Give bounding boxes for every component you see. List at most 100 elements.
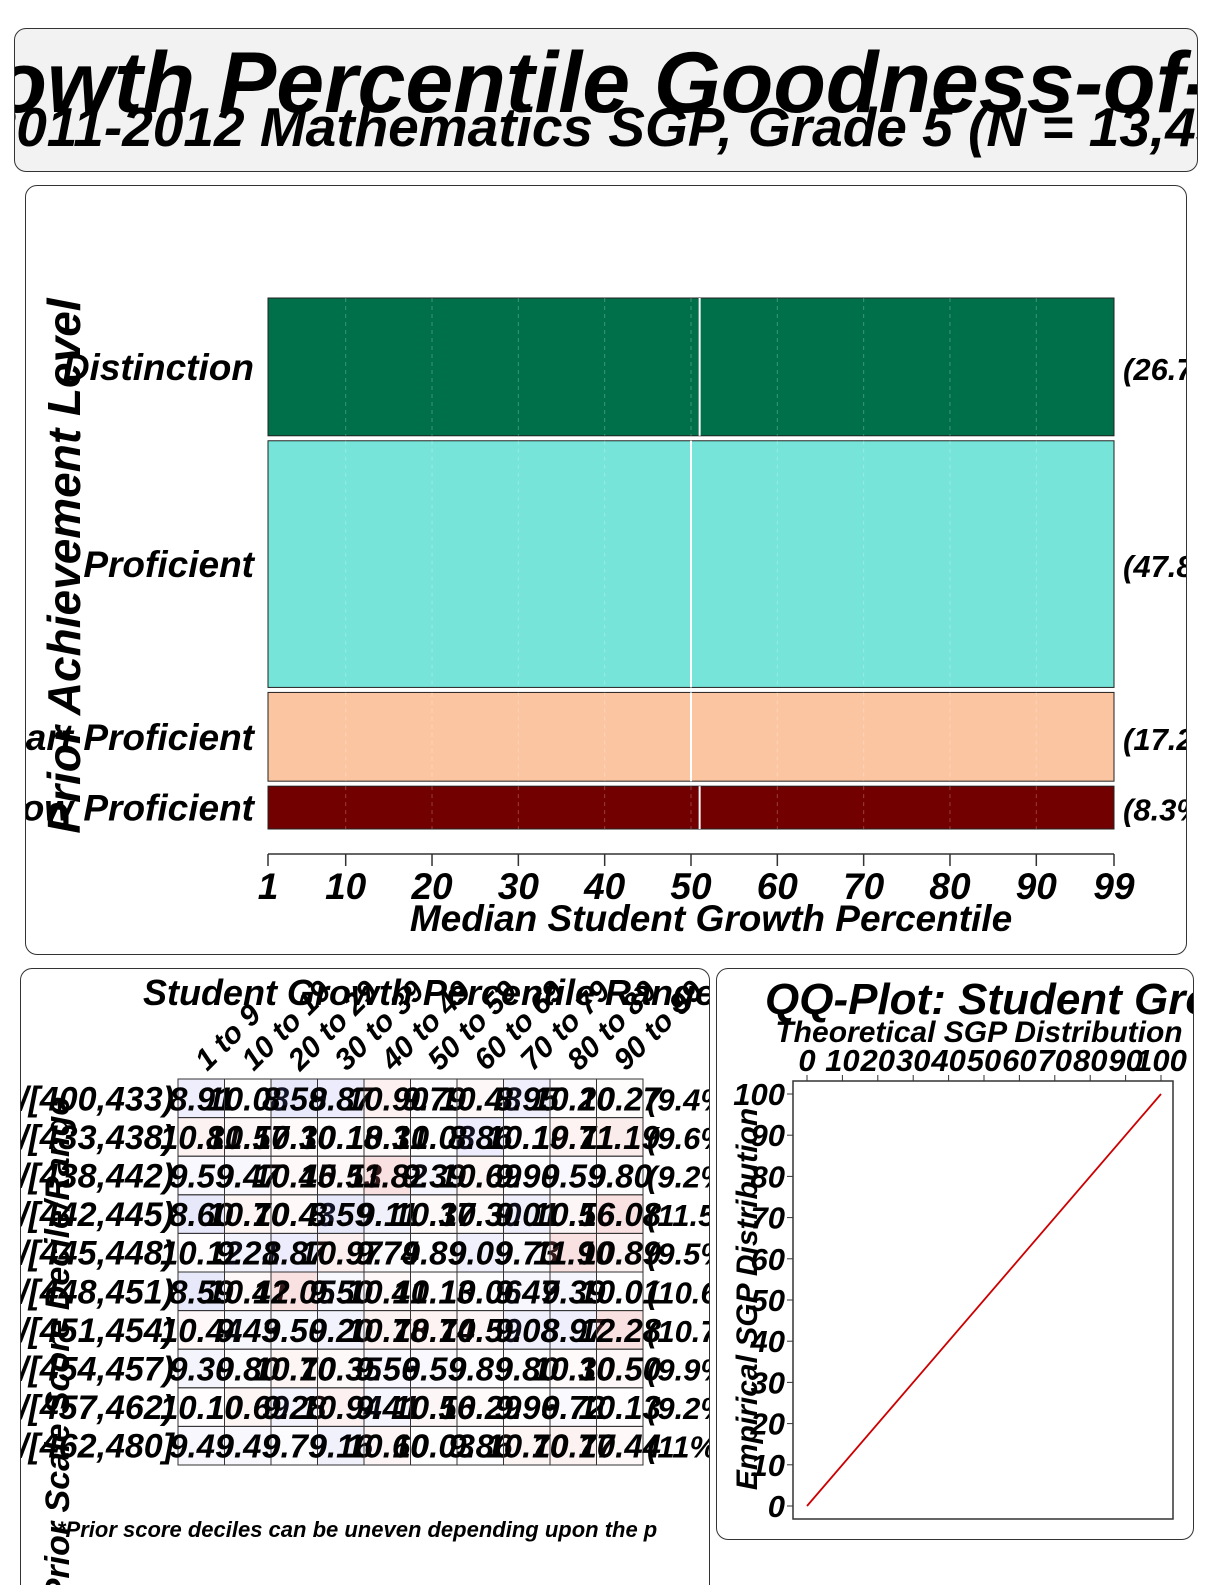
table-cell: [317, 1078, 365, 1119]
cell-value: 10.70: [485, 1428, 568, 1465]
cell-value: 9.79: [402, 1080, 467, 1117]
row-label: h/[457,462): [21, 1389, 174, 1427]
qq-x-tick-label: 10: [825, 1043, 859, 1078]
table-cell: [363, 1078, 411, 1119]
row-percent: (9.4%: [647, 1082, 709, 1117]
table-cell: [270, 1387, 318, 1427]
qq-x-tick-label: 50: [967, 1043, 1001, 1078]
qq-y-tick-label: 20: [750, 1407, 785, 1442]
cell-value: 10.89: [578, 1235, 661, 1272]
cell-value: 10.60: [346, 1428, 429, 1465]
cell-value: 8.59: [309, 1196, 374, 1233]
cell-value: 8.86: [448, 1119, 513, 1156]
cell-value: 10.44: [160, 1312, 243, 1349]
qq-y-tick-label: 40: [750, 1324, 785, 1359]
table-cell: [224, 1425, 272, 1466]
row-percent: (9.9%: [647, 1353, 709, 1388]
row-label: d/[438,442): [21, 1158, 174, 1196]
cell-value: 10.03: [392, 1428, 475, 1465]
cell-value: 10.56: [392, 1389, 475, 1426]
table-cell: [596, 1117, 644, 1157]
table-cell: [317, 1155, 365, 1196]
cell-value: 10.30: [253, 1119, 336, 1156]
qq-x-tick-label: 80: [1073, 1043, 1107, 1078]
cell-value: 9.21: [216, 1235, 280, 1272]
cell-value: 9.08: [495, 1312, 560, 1349]
row-percent: (9.6%: [647, 1121, 709, 1156]
cell-value: 10.59: [439, 1312, 522, 1349]
table-cell: [456, 1155, 504, 1196]
bar-chart-panel: Distinction (26.7% Proficient (47.8% Part Pr…: [25, 185, 1187, 955]
cell-value: 10.43: [253, 1196, 336, 1233]
cell-value: 8.59: [169, 1273, 234, 1310]
qq-x-tick-label: 70: [1038, 1043, 1072, 1078]
cell-value: 8.59: [262, 1080, 327, 1117]
table-panel: Student Growth Percentile Range 1 to 9 10 …: [20, 968, 710, 1585]
cell-value: 10.10: [160, 1389, 243, 1426]
cell-value: 10.81: [160, 1119, 243, 1156]
table-cell: [224, 1194, 272, 1234]
cell-value: 11.82: [347, 1158, 428, 1195]
cell-value: 9.11: [356, 1196, 418, 1233]
qq-y-tick-label: 30: [751, 1365, 785, 1400]
cell-value: 10.30: [439, 1196, 522, 1233]
qq-y-tick-label: 10: [751, 1448, 785, 1483]
qq-x-tick-label: 100: [1135, 1043, 1187, 1078]
row-label: h/[442,445): [21, 1196, 174, 1234]
cell-value: 10.69: [206, 1389, 289, 1426]
table-cell: [596, 1194, 644, 1234]
qq-y-tick-label: 90: [751, 1118, 785, 1153]
cell-value: 9.50: [262, 1312, 327, 1349]
row-percent: (9.5%: [647, 1237, 709, 1272]
level-pct-2: (17.2%: [1123, 722, 1186, 757]
row-percent: (9.2%: [647, 1391, 709, 1426]
qq-y-tick-label: 60: [751, 1242, 785, 1277]
cell-value: 10.31: [346, 1119, 429, 1156]
level-pct-1: (47.8%: [1123, 549, 1186, 584]
row-percent: (9.2%: [647, 1160, 709, 1195]
cell-value: 9.28: [262, 1389, 327, 1426]
cell-value: 9.96: [495, 1389, 560, 1426]
cell-value: 10.01: [578, 1273, 661, 1310]
qq-x-tick-label: 90: [1108, 1043, 1142, 1078]
x-tick-label: 1: [258, 866, 279, 907]
table-cell: [549, 1232, 597, 1273]
cell-value: 10.35: [299, 1351, 382, 1388]
x-tick-label: 60: [757, 866, 799, 907]
table-cell: [224, 1310, 272, 1350]
table-footnote: *Prior score deciles can be uneven depen…: [57, 1517, 657, 1542]
cell-value: 9.59: [402, 1351, 467, 1388]
cell-value: 10.70: [253, 1351, 336, 1388]
cell-value: 10.30: [532, 1351, 615, 1388]
table-title: Student Growth Percentile Range: [143, 972, 709, 1013]
table-cell: [549, 1425, 597, 1466]
cell-value: 8.95: [495, 1080, 560, 1117]
table-cell: [549, 1117, 597, 1157]
table-cell: [456, 1310, 504, 1350]
qq-y-tick-label: 0: [768, 1489, 785, 1524]
x-tick-label: 30: [498, 866, 540, 907]
table-cell: [456, 1232, 504, 1273]
row-label: h/[462,480]: [21, 1428, 176, 1466]
cell-value: 9.80: [588, 1158, 653, 1195]
table-cell: [410, 1348, 458, 1389]
qq-title: QQ-Plot: Student Growth Perc: [765, 975, 1193, 1024]
table-cell: [224, 1387, 272, 1427]
table-cell: [270, 1155, 318, 1196]
table-cell: [410, 1387, 458, 1427]
cell-value: 9.20: [309, 1312, 374, 1349]
level-pct-3: (8.3%): [1123, 793, 1186, 828]
table-cell: [363, 1348, 411, 1389]
cell-value: 9.01: [495, 1196, 559, 1233]
cell-value: 10.41: [346, 1273, 429, 1310]
cell-value: 9.50: [309, 1273, 374, 1310]
cell-value: 9.49: [216, 1428, 281, 1465]
table-cell: [363, 1425, 411, 1466]
table-cell: [317, 1425, 365, 1466]
table-cell: [549, 1155, 597, 1196]
table-cell: [363, 1310, 411, 1350]
cell-value: 10.20: [532, 1080, 615, 1117]
cell-value: 10.94: [299, 1389, 382, 1426]
y-axis-label: Prior Achievement Level: [38, 297, 90, 833]
